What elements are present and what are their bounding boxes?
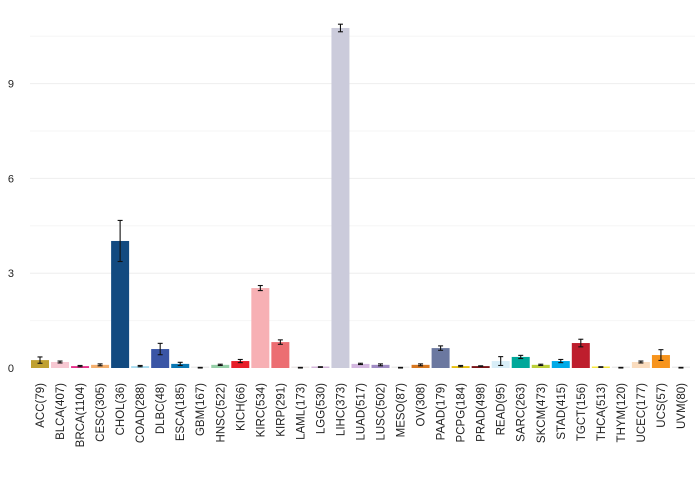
error-bar [157,342,163,356]
x-tick-label: PAAD(179) [436,383,448,440]
error-bar [37,356,43,364]
error-bar [618,366,624,369]
x-tick-label: ACC(79) [35,383,47,428]
x-tick-label: KICH(66) [235,383,247,431]
error-bar [217,363,223,367]
x-tick-label: LGG(530) [315,383,327,434]
error-bar [237,358,243,364]
error-bar [137,364,143,368]
error-bar [598,366,604,368]
bar-sarc [511,356,530,368]
error-bar [197,366,203,369]
x-tick-label: DLBC(48) [155,383,167,434]
x-tick-label: PCPG(184) [456,383,468,443]
y-tick-label: 0 [8,363,14,375]
x-tick-label: LAML(173) [295,383,307,440]
x-axis-labels: ACC(79) BLCA(407) BRCA(1104) CESC(305) CHOL(… [35,383,688,448]
error-bar [678,366,684,369]
bar-blca [51,361,70,368]
bar-stad [551,361,570,368]
bar-ov [411,364,430,368]
bar-kich [231,361,250,368]
x-tick-label: SARC(263) [516,383,528,442]
x-tick-label: LIHC(373) [335,383,347,436]
bar-kirc [251,288,270,368]
error-bar [518,354,524,360]
error-bar [578,338,584,348]
bars [31,27,690,368]
x-tick-label: HNSC(522) [215,383,227,443]
error-bar [498,356,504,367]
bar-paad [431,348,450,368]
bar-prad [471,366,490,368]
bar-ucs [651,355,670,368]
x-tick-label: THYM(120) [616,383,628,443]
error-bar [418,363,424,367]
error-bar [277,339,283,345]
error-bar [538,363,544,367]
x-tick-label: UCS(57) [656,383,668,428]
bar-tgct [571,343,590,368]
x-tick-label: CESC(305) [95,383,107,442]
error-bar [117,219,123,263]
bar-acc [31,360,49,368]
y-axis-ticks: 0 3 6 9 [8,79,14,375]
bar-dlbc [151,349,170,368]
error-bar [297,366,303,369]
x-tick-label: TGCT(156) [576,383,588,441]
x-tick-label: UVM(80) [676,383,688,429]
x-tick-label: LUAD(517) [355,383,367,441]
bar-chol [111,240,130,368]
error-bar [317,366,323,368]
bar-ucec [631,361,650,368]
bar-lihc [331,27,350,368]
x-tick-label: SKCM(473) [536,383,548,443]
y-tick-label: 6 [8,173,14,185]
x-tick-label: BLCA(407) [55,383,67,440]
x-tick-label: READ(95) [496,383,508,436]
error-bar [357,362,363,366]
bar-lusc [371,364,390,368]
error-bar [57,360,63,364]
error-bar [77,364,83,368]
error-bar [337,23,343,33]
x-tick-label: UCEC(177) [636,383,648,443]
x-tick-label: CHOL(36) [115,383,127,436]
bar-hnsc [211,364,230,368]
y-tick-label: 3 [8,268,14,280]
error-bar [638,360,644,364]
x-tick-label: PRAD(498) [476,383,488,442]
bar-cesc [91,364,110,368]
bar-skcm [531,364,550,368]
error-bar [558,358,564,364]
x-tick-label: ESCA(185) [175,383,187,441]
error-bar [257,284,263,292]
error-bar [658,349,664,361]
error-bar [97,363,103,367]
x-tick-label: BRCA(1104) [75,383,87,448]
error-bar [458,364,464,368]
bar-kirp [271,342,290,368]
bar-luad [351,363,370,368]
error-bar [378,363,384,367]
x-tick-label: KIRC(534) [255,383,267,437]
x-tick-label: GBM(167) [195,383,207,436]
x-tick-label: MESO(87) [396,383,408,437]
x-tick-label: OV(308) [416,383,428,427]
error-bar [438,345,444,351]
x-tick-label: KIRP(291) [275,383,287,437]
x-tick-label: THCA(513) [596,383,608,441]
error-bar [478,365,484,367]
gridlines [30,35,695,322]
error-bar [177,361,183,367]
x-tick-label: STAD(415) [556,383,568,440]
error-bar [398,366,404,369]
y-tick-label: 9 [8,79,14,91]
x-tick-label: LUSC(502) [376,383,388,441]
x-tick-label: COAD(288) [135,383,147,443]
error-bars [37,23,684,369]
